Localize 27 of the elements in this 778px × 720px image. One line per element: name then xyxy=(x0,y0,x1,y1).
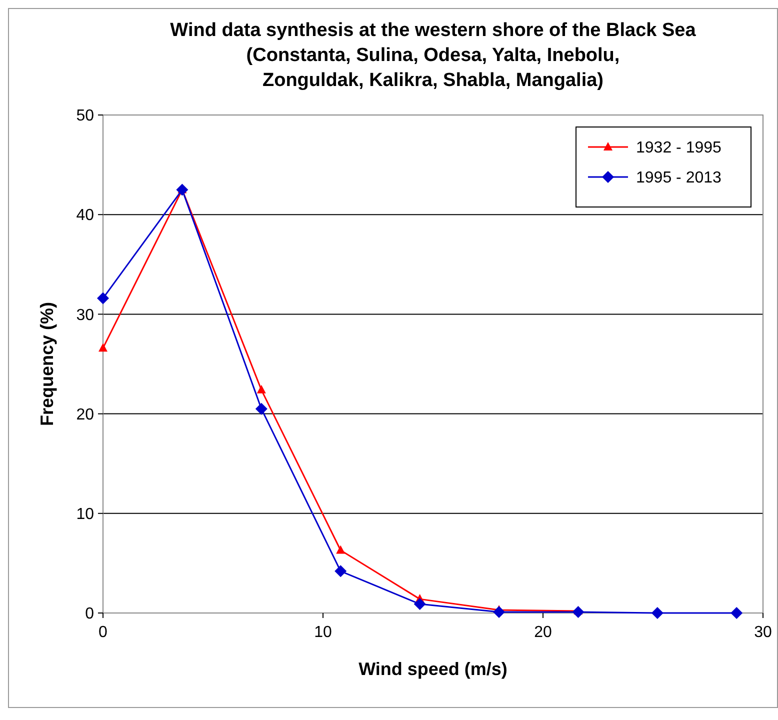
point xyxy=(336,545,346,554)
y-tick-label: 30 xyxy=(76,306,94,324)
x-tick-label: 0 xyxy=(98,624,108,641)
x-tick-label: 10 xyxy=(314,624,332,641)
chart-title: Wind data synthesis at the western shore of the Black Sea (Constanta, Sulina, Odesa, Yalta, Inebolu, Zonguldak, Kalikra, Shabla, Mangalia) xyxy=(170,20,696,91)
point xyxy=(572,606,584,618)
y-tick-label: 50 xyxy=(76,108,94,125)
point xyxy=(493,606,505,618)
y-tick-label: 10 xyxy=(76,506,94,523)
y-tick-label: 20 xyxy=(76,406,94,424)
point xyxy=(255,402,268,415)
point xyxy=(651,607,664,619)
x-axis-title: Wind speed (m/s) xyxy=(358,659,508,679)
legend-label: 1932 - 1995 xyxy=(636,140,722,157)
x-tick-label: 20 xyxy=(534,624,552,641)
legend-label: 1995 - 2013 xyxy=(636,170,722,187)
point xyxy=(730,607,743,619)
point xyxy=(176,184,188,196)
point xyxy=(256,384,266,394)
point xyxy=(97,292,109,304)
y-tick-label: 0 xyxy=(85,606,94,623)
y-tick-label: 40 xyxy=(76,207,94,224)
point xyxy=(414,598,426,610)
x-tick-label: 30 xyxy=(754,624,772,641)
y-axis-title: Frequency (%) xyxy=(37,302,57,426)
point xyxy=(98,343,108,352)
point xyxy=(334,565,347,578)
